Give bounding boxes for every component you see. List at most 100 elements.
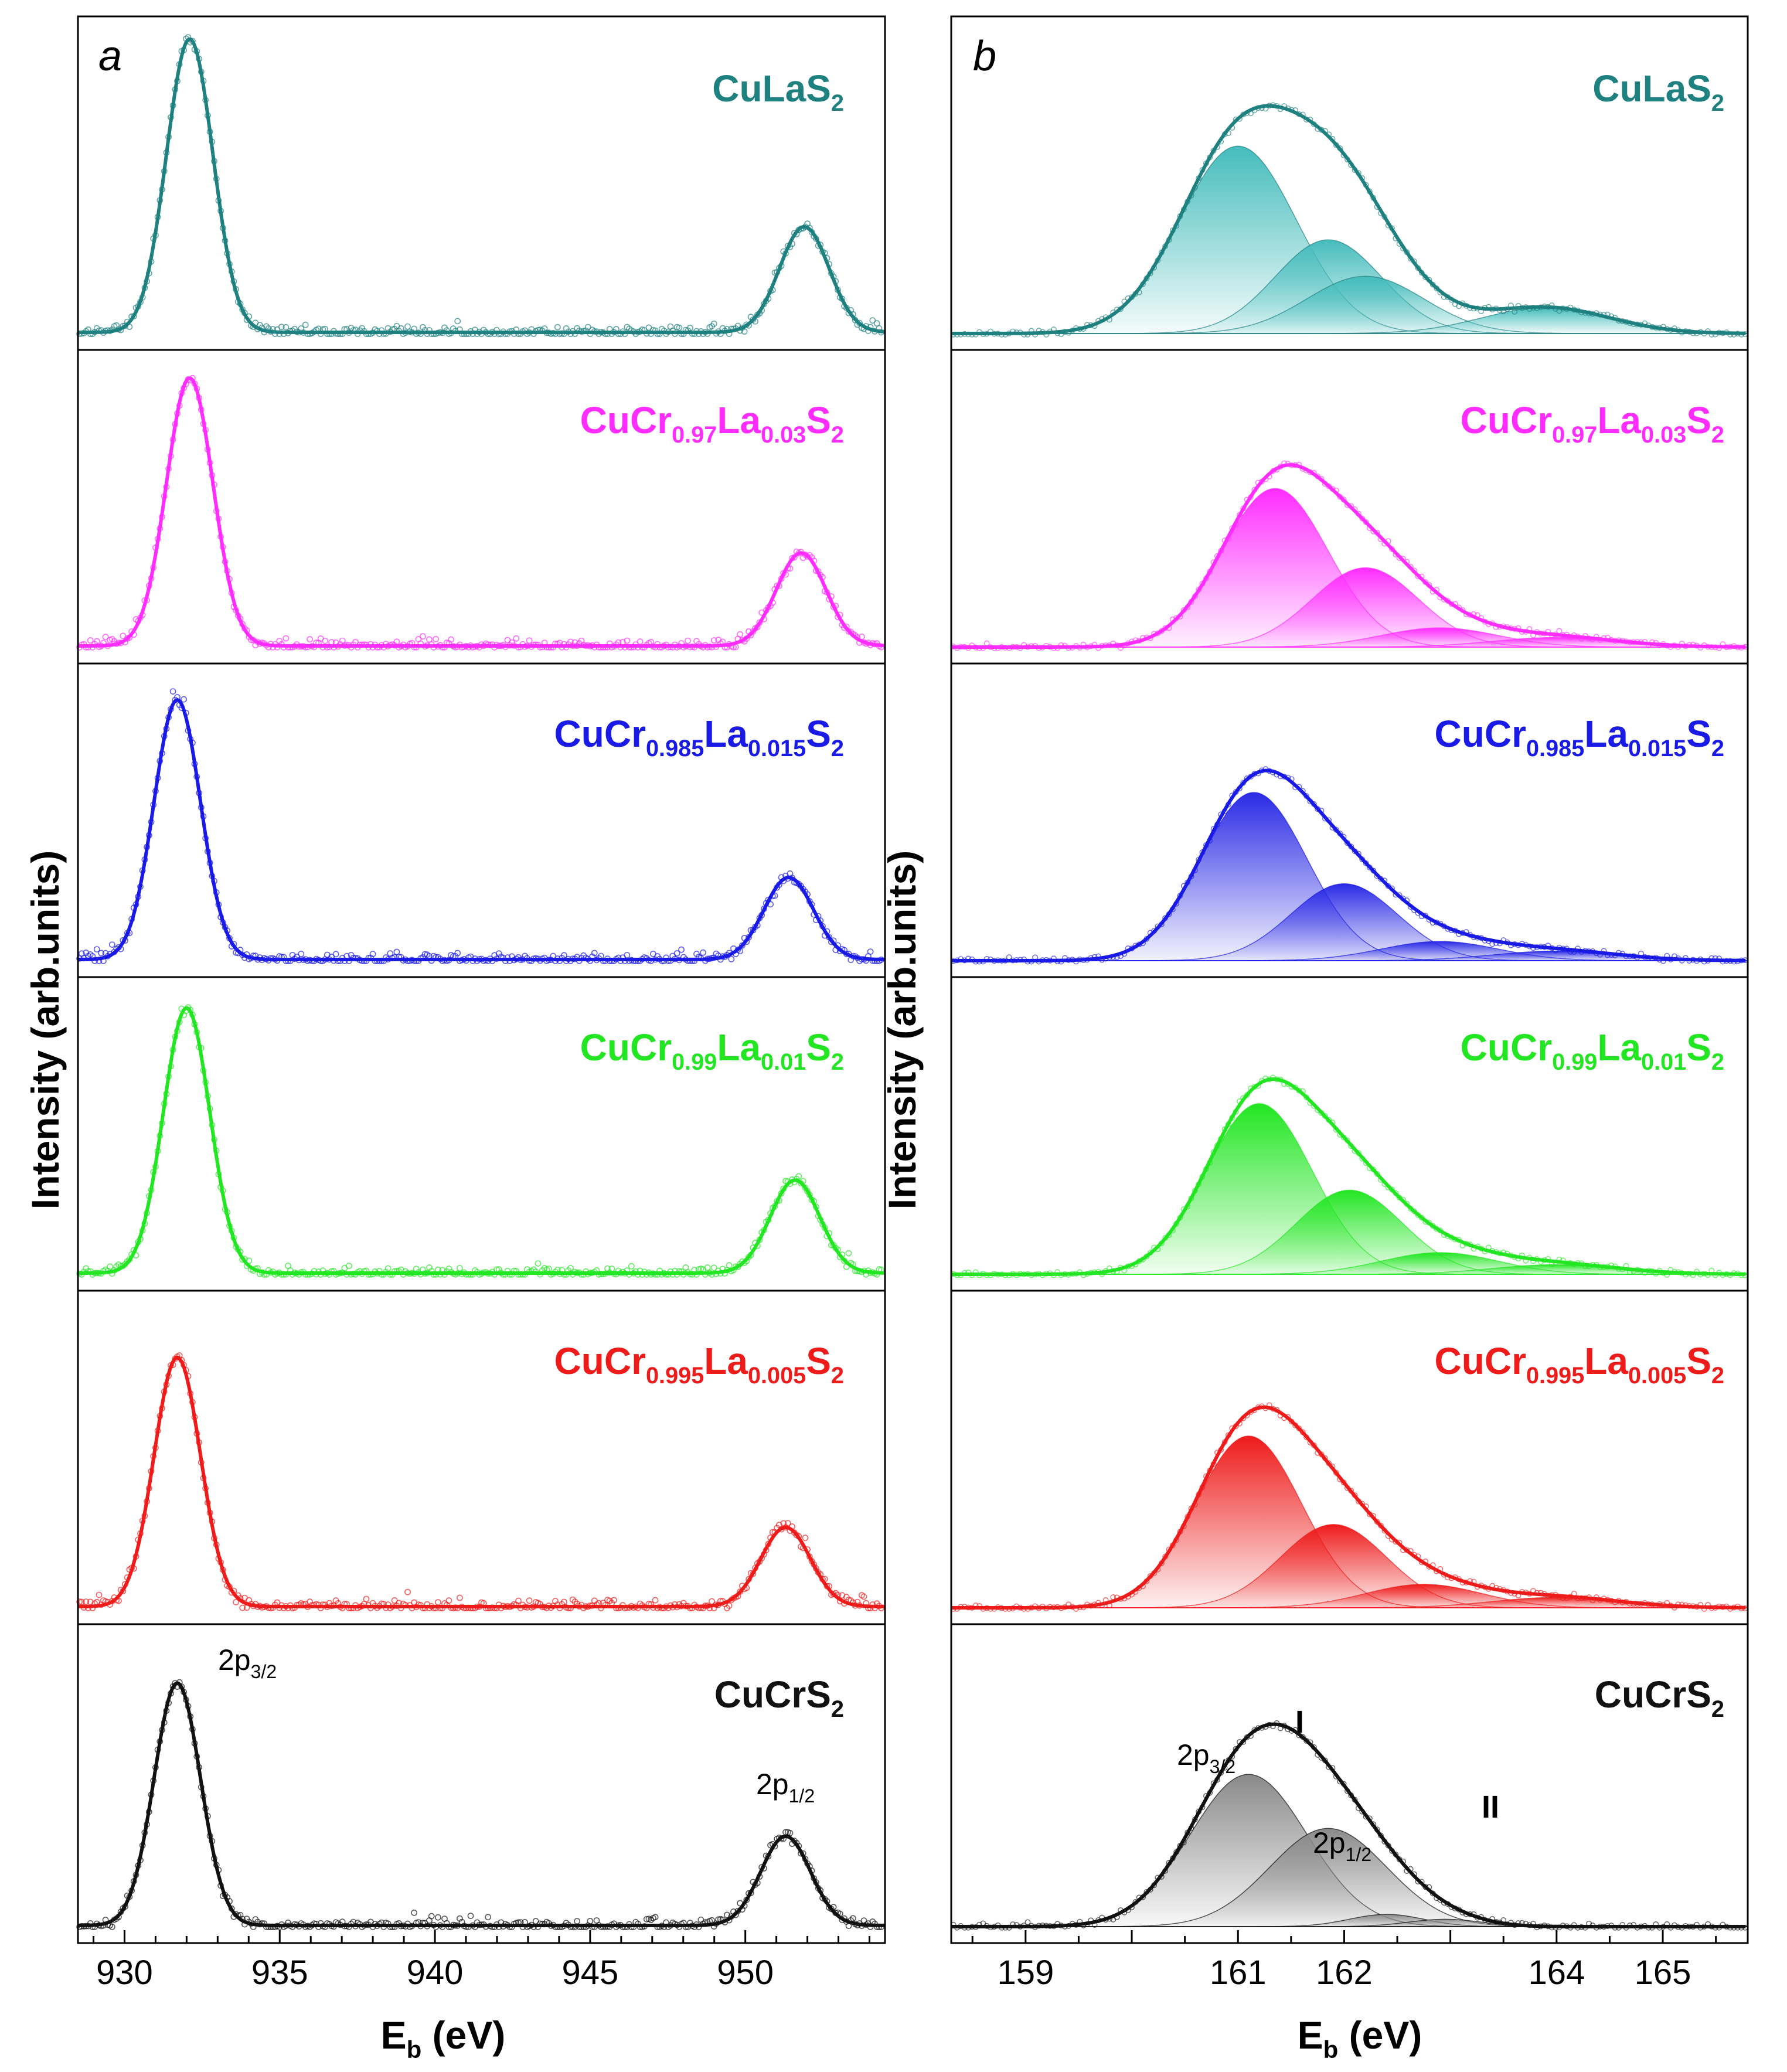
panel-a-peak-label-2p12-base: 2p	[756, 1768, 789, 1801]
panel-a-cucr0-99la0-01s2-point	[710, 1264, 717, 1271]
panel-a-cucr0-995la0-005s2-fit-line	[77, 1355, 886, 1608]
panel-b-cucr0-99la0-01s2-label-part: 0.01	[1641, 1049, 1686, 1075]
panel-a-cucr0-995la0-005s2-point	[802, 1535, 809, 1542]
panel-b-cucr0-995la0-005s2-label-part: 2	[1711, 1363, 1724, 1389]
panel-a-cucr0-985la0-015s2-label-part: La	[704, 713, 748, 755]
panel-a-cucr0-995la0-005s2-point	[445, 1597, 452, 1604]
panel-a-cucr0-97la0-03s2-point	[87, 637, 94, 644]
panel-a-cucr0-99la0-01s2-label-part: 0.01	[761, 1049, 806, 1075]
panel-a-cucr0-97la0-03s2-point	[636, 638, 644, 645]
panel-a-frame	[77, 15, 886, 1944]
panel-b-x-tick-label: 164	[1528, 1954, 1585, 1992]
panel-a-cucrs2-point	[485, 1914, 491, 1921]
x-axis-title-left-main: E	[381, 2013, 407, 2057]
panel-a-cucr0-97la0-03s2-point	[448, 636, 454, 643]
x-axis-title-right: Eb (eV)	[1298, 2013, 1422, 2063]
panel-a-cucr0-985la0-015s2-point	[700, 949, 706, 956]
panel-a-cucr0-985la0-015s2-point	[591, 950, 598, 957]
panel-a-x-tick-label: 950	[717, 1954, 774, 1992]
panel-a-cucr0-995la0-005s2-point	[784, 1520, 791, 1526]
panel-a-cucr0-985la0-015s2-point	[495, 950, 502, 957]
panel-a-cucrs2-points	[76, 1679, 884, 1930]
panel-b-cucr0-99la0-01s2-label: CuCr0.99La0.01S2	[1461, 1026, 1724, 1075]
panel-a-culas2-point	[710, 320, 717, 327]
panel-b-cucrs2-label-part: 2	[1711, 1696, 1724, 1722]
panel-a-cucr0-985la0-015s2-point	[298, 951, 305, 957]
panel-a-cucr0-99la0-01s2-point	[107, 1263, 113, 1270]
panel-a-cucrs2-point	[574, 1918, 580, 1925]
panel-a-cucr0-99la0-01s2-label-part: S	[806, 1026, 831, 1069]
panel-b-cucr0-985la0-015s2-envelope-line	[951, 768, 1746, 962]
panel-a-cucr0-99la0-01s2-point	[845, 1250, 852, 1257]
panel-a-cucr0-97la0-03s2-label-part: S	[806, 399, 831, 441]
panel-b-annotation-II: II	[1482, 1789, 1499, 1825]
panel-b-cucr0-97la0-03s2-label-part: CuCr	[1461, 399, 1552, 441]
panel-a-cucr0-99la0-01s2-point	[384, 1265, 392, 1272]
panel-a-cucr0-99la0-01s2-point	[704, 1264, 711, 1271]
panel-a-cucrs2-point	[435, 1914, 441, 1921]
panel-a-culas2-point	[278, 324, 285, 331]
panel-a-cucr0-995la0-005s2-point	[363, 1595, 370, 1603]
panel-a-cucr0-99la0-01s2-label-part: La	[717, 1026, 761, 1069]
panel-b-annotation-2p32: 2p3/2	[1177, 1738, 1235, 1777]
panel-a-cucr0-99la0-01s2-point	[726, 1262, 733, 1269]
panel-b-annotation-2p32-sub: 3/2	[1210, 1756, 1235, 1777]
panel-a-cucr0-985la0-015s2-label-part: 0.015	[748, 736, 806, 761]
panel-b-cucr0-99la0-01s2-label-part: 0.99	[1552, 1049, 1597, 1075]
panel-a-culas2-point	[554, 324, 561, 331]
panel-b-cucr0-99la0-01s2-envelope-line	[951, 1077, 1746, 1276]
panel-b-cucr0-985la0-015s2-label: CuCr0.985La0.015S2	[1435, 713, 1724, 761]
panel-b-cucr0-995la0-005s2-label: CuCr0.995La0.005S2	[1435, 1340, 1724, 1389]
panel-a-cucr0-99la0-01s2-label-part: 0.99	[672, 1049, 717, 1075]
panel-a-cucr0-97la0-03s2-label-part: La	[717, 399, 761, 441]
panel-a-cucrs2-point	[724, 1911, 730, 1918]
panel-a-culas2-point	[454, 318, 461, 325]
panel-a-cucr0-995la0-005s2-label-part: CuCr	[554, 1340, 646, 1382]
panel-a-cucr0-99la0-01s2-point	[567, 1265, 574, 1271]
panel-b-cucrs2-label: CuCrS2	[1595, 1673, 1724, 1722]
panel-b-cucr0-97la0-03s2-label-part: 0.03	[1641, 422, 1686, 448]
panel-a-cucr0-995la0-005s2-label-part: La	[704, 1340, 748, 1382]
panel-a-culas2-point	[741, 328, 748, 335]
panel-b-cucr0-985la0-015s2-label-part: S	[1686, 713, 1711, 755]
panel-b-cucr0-995la0-005s2-label-part: S	[1686, 1340, 1711, 1382]
panel-a-cucr0-97la0-03s2-points	[76, 375, 884, 651]
panel-a-culas2-point	[584, 324, 591, 331]
panel-a-cucr0-99la0-01s2-label-part: CuCr	[580, 1026, 672, 1069]
panel-a-cucr0-995la0-005s2-point	[569, 1596, 576, 1603]
panel-b-x-tick-label: 159	[997, 1954, 1054, 1992]
panel-b-culas2-label-part: 2	[1711, 90, 1724, 116]
panel-a-culas2-label-part: CuLaS	[712, 67, 831, 110]
panel-a-culas2-point	[869, 317, 876, 324]
panel-a-cucr0-99la0-01s2-label-part: 2	[831, 1049, 844, 1075]
panel-a-cucr0-97la0-03s2-label-part: CuCr	[580, 399, 672, 441]
panel-b-culas2-envelope-line	[951, 104, 1746, 335]
panel-a-cucr0-985la0-015s2-point	[454, 950, 461, 957]
panel-a-cucr0-995la0-005s2-point	[96, 1591, 103, 1598]
panel-b-cucr0-995la0-005s2-label-part: 0.995	[1526, 1363, 1584, 1389]
panel-a-cucr0-99la0-01s2-fit-line	[78, 1006, 886, 1275]
panel-b-cucr0-97la0-03s2-point	[1556, 628, 1563, 634]
panel-a-x-tick-label: 940	[407, 1954, 464, 1992]
panel-a-cucr0-97la0-03s2-point	[282, 635, 290, 642]
panel-a-culas2-point	[302, 321, 309, 328]
panel-a-cucrs2-point	[587, 1918, 594, 1924]
panel-b-cucrs2-component-2	[951, 1828, 1748, 1927]
panel-a-cucr0-985la0-015s2-point	[369, 951, 376, 957]
panel-a-peak-label-2p32: 2p3/2	[218, 1644, 277, 1682]
panel-a-cucr0-985la0-015s2-point	[181, 696, 187, 703]
panel-b-cucrs2-envelope-line	[951, 1722, 1746, 1928]
panel-a-cucr0-995la0-005s2-label-part: 0.995	[646, 1363, 704, 1389]
panel-b-cucr0-99la0-01s2-label-part: La	[1597, 1026, 1641, 1069]
x-axis-title-left-sub: b	[407, 2036, 422, 2063]
panel-a-cucr0-97la0-03s2-fit-line	[78, 376, 886, 648]
panel-b-cucr0-995la0-005s2-label-part: 0.005	[1628, 1363, 1686, 1389]
panel-a-cucr0-995la0-005s2-point	[561, 1598, 567, 1605]
panel-a-cucr0-995la0-005s2-points	[76, 1352, 884, 1611]
panel-a-cucr0-97la0-03s2-point	[737, 631, 744, 638]
panel-a-cucr0-995la0-005s2-point	[457, 1594, 463, 1601]
panel-a-cucr0-985la0-015s2-point	[624, 952, 631, 958]
panel-a-culas2-point	[282, 324, 290, 331]
panel-b-x-tick-label: 165	[1635, 1954, 1691, 1992]
